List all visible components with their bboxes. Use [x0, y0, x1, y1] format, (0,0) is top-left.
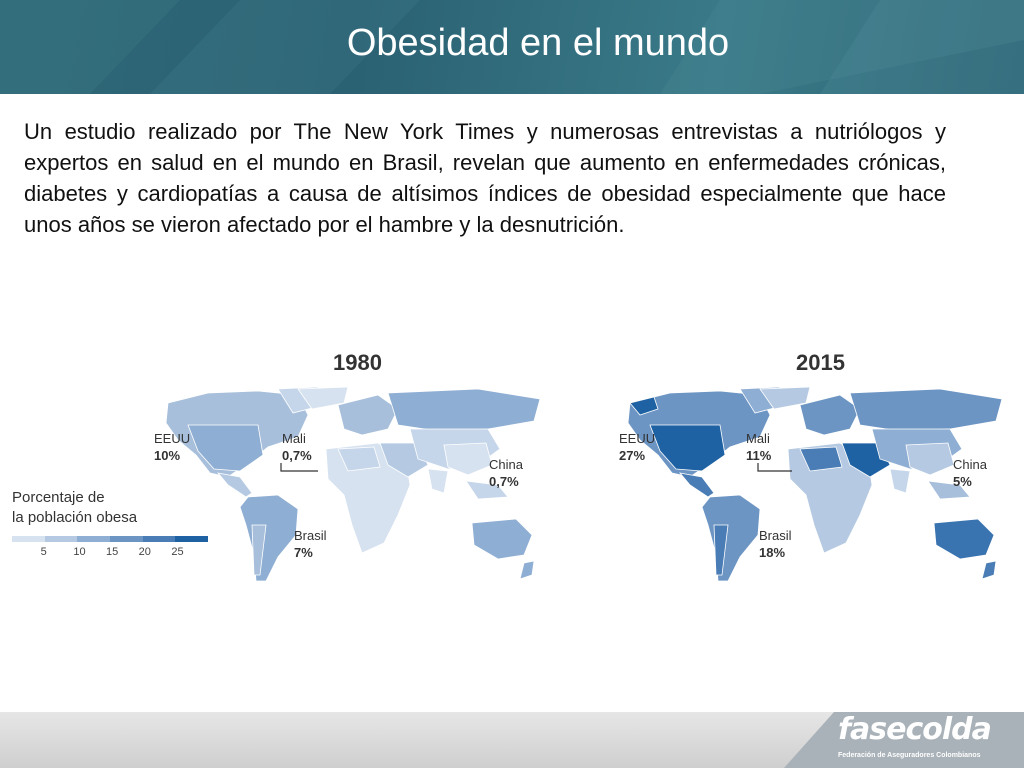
callout-eeuu-1980: EEUU 10% [154, 430, 190, 464]
callout-mali-2015: Mali 11% [746, 430, 771, 464]
world-map-2015 [627, 386, 1003, 582]
callout-china-2015: China 5% [953, 456, 987, 490]
body-paragraph: Un estudio realizado por The New York Ti… [24, 119, 946, 237]
callout-brasil-pct: 18% [759, 545, 786, 560]
fasecolda-logo-subtitle: Federación de Aseguradores Colombianos [838, 752, 981, 759]
legend-tick-label: 5 [40, 546, 47, 558]
callout-eeuu-pct: 10% [154, 448, 181, 463]
legend-tick-label: 20 [138, 546, 151, 558]
map-year-2015: 2015 [796, 350, 845, 375]
legend-tick-label: 15 [106, 546, 119, 558]
callout-brasil-name: Brasil [759, 528, 792, 543]
callout-china-pct: 5% [953, 474, 972, 489]
legend-swatch [110, 536, 143, 542]
callout-brasil-name: Brasil [294, 528, 327, 543]
callout-china-1980: China 0,7% [489, 456, 523, 490]
legend-swatch [12, 536, 45, 542]
header-decoration [0, 0, 1024, 94]
legend-swatch [44, 536, 78, 542]
callout-mali-name: Mali [746, 431, 770, 446]
legend-title-line1: Porcentaje de [12, 489, 105, 506]
map-year-1980: 1980 [333, 350, 382, 375]
callout-brasil-2015: Brasil 18% [759, 527, 792, 561]
fasecolda-logo: fasecolda [838, 712, 992, 747]
legend-swatch [142, 536, 176, 542]
legend-swatch [175, 536, 209, 542]
callout-china-name: China [489, 457, 523, 472]
page-title: Obesidad en el mundo [346, 22, 730, 64]
callout-mali-pct: 0,7% [282, 448, 312, 463]
callout-china-name: China [953, 457, 987, 472]
legend-swatch [77, 536, 111, 542]
legend-ticks: 5 10 15 20 25 [12, 546, 212, 562]
legend-tick-label: 25 [171, 546, 184, 558]
logo-background [784, 712, 1024, 768]
map-legend: Porcentaje de la población obesa 5 10 15 20… [12, 488, 212, 562]
world-map-1980 [165, 386, 541, 582]
header-banner: Obesidad en el mundo [0, 0, 1024, 94]
callout-brasil-pct: 7% [294, 545, 313, 560]
callout-china-pct: 0,7% [489, 474, 519, 489]
callout-brasil-1980: Brasil 7% [294, 527, 327, 561]
callout-eeuu-2015: EEUU 27% [619, 430, 655, 464]
callout-eeuu-name: EEUU [154, 431, 191, 446]
legend-tick-label: 10 [73, 546, 86, 558]
callout-mali-name: Mali [282, 431, 306, 446]
callout-mali-pct: 11% [746, 448, 772, 463]
legend-color-scale [12, 536, 209, 542]
callout-eeuu-pct: 27% [619, 448, 646, 463]
legend-title-line2: la población obesa [12, 509, 138, 526]
callout-mali-1980: Mali 0,7% [282, 430, 312, 464]
callout-eeuu-name: EEUU [619, 431, 656, 446]
